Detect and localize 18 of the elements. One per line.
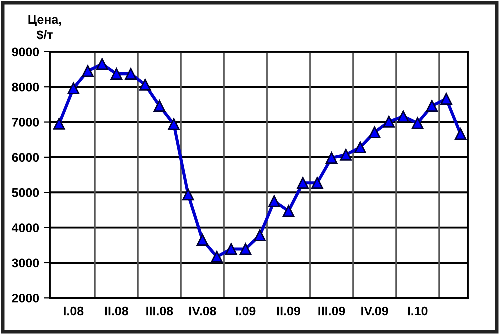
y-axis-title: Цена, $/т bbox=[28, 15, 62, 40]
x-tick-label: II.09 bbox=[277, 306, 300, 316]
y-tick-label: 8000 bbox=[12, 82, 40, 92]
x-tick-label: II.08 bbox=[105, 306, 128, 316]
y-tick-label: 7000 bbox=[12, 118, 40, 127]
x-tick-label: I.10 bbox=[408, 306, 428, 316]
x-tick-label: III.08 bbox=[146, 306, 174, 316]
x-tick-label: IV.09 bbox=[362, 306, 388, 316]
y-tick-label: 5000 bbox=[12, 188, 40, 198]
y-tick-label: 6000 bbox=[12, 153, 40, 162]
x-tick-label: IV.08 bbox=[190, 306, 216, 316]
y-tick-label: 3000 bbox=[12, 258, 40, 268]
x-tick-label: I.09 bbox=[236, 306, 256, 316]
y-tick-label: 4000 bbox=[12, 224, 40, 232]
x-tick-label: I.08 bbox=[64, 306, 84, 316]
y-tick-label: 2000 bbox=[12, 294, 40, 303]
x-tick-label: III.09 bbox=[318, 306, 346, 316]
y-tick-label: 9000 bbox=[12, 48, 40, 57]
